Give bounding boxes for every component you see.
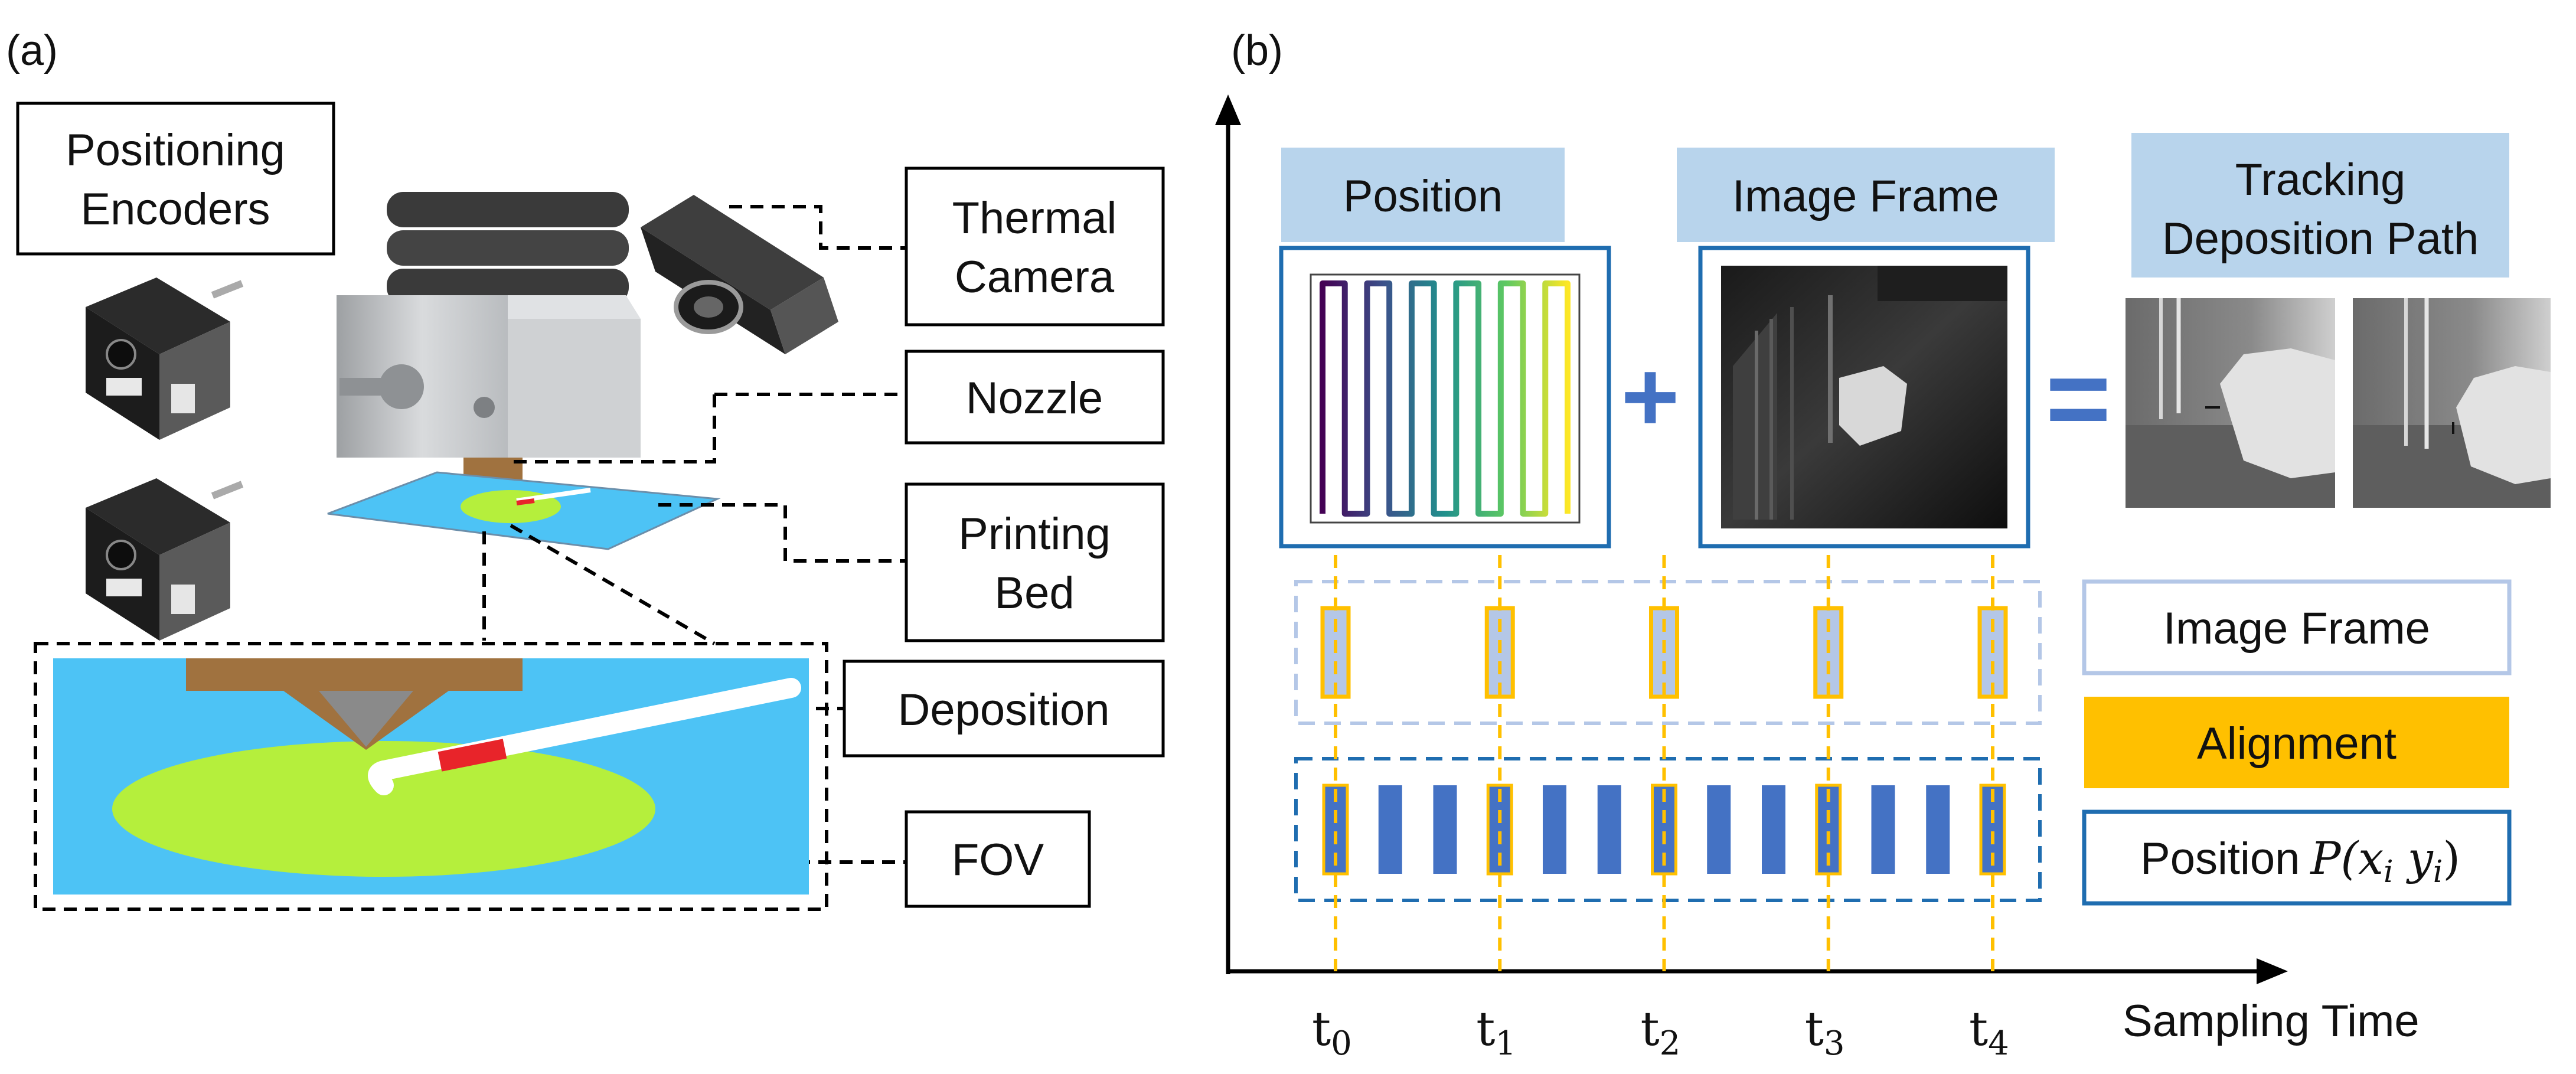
position-sample-10 [1871, 785, 1895, 874]
legend-position: Position P(xi yi) [2082, 809, 2512, 906]
time-tick-symbol-3: t [1805, 1001, 1824, 1056]
encoders-label-box: Positioning Encoders [16, 102, 335, 256]
legend-alignment-text: Alignment [2197, 719, 2397, 769]
x-axis-label: Sampling Time [2123, 996, 2420, 1046]
equals-sign: = [2046, 336, 2111, 461]
heater-block [337, 295, 641, 458]
fov-label: FOV [952, 835, 1044, 885]
time-axes [1215, 94, 2288, 984]
position-sample-3 [1486, 784, 1513, 876]
panel-a-label: (a) [6, 27, 58, 74]
header-position-text: Position [1343, 171, 1503, 221]
time-tick-0: t0 [1312, 1001, 1352, 1063]
time-tick-1: t1 [1476, 1001, 1516, 1063]
deposition-label: Deposition [897, 685, 1109, 735]
legend-position-prefix: Position [2140, 834, 2300, 884]
callout-fov: FOV [905, 810, 1091, 908]
fov-zoom-inset [34, 642, 828, 911]
header-tracking-line1: Tracking [2235, 155, 2406, 205]
time-tick-3: t3 [1805, 1001, 1845, 1063]
printing-bed-small [327, 471, 721, 550]
serpentine-toolpath [1320, 280, 1571, 517]
callout-thermal-camera: Thermal Camera [905, 167, 1165, 327]
position-path-frame [1279, 246, 1611, 549]
time-tick-4: t4 [1969, 1001, 2009, 1063]
header-position: Position [1281, 148, 1565, 242]
legend-position-math-y: y [2394, 832, 2434, 884]
encoder-motor-top [86, 278, 244, 440]
legend-alignment: Alignment [2084, 697, 2509, 788]
encoders-label-line2: Encoders [80, 184, 270, 234]
alignment-lines [1334, 555, 1994, 971]
legend-position-sub-y: i [2433, 854, 2443, 890]
thermal-camera-label-1: Thermal [952, 193, 1117, 243]
time-tick-symbol-2: t [1641, 1001, 1660, 1056]
position-sample-11 [1926, 785, 1950, 874]
callout-deposition: Deposition [843, 660, 1165, 758]
time-tick-labels: t0 t1 t2 t3 t4 [1312, 1001, 2009, 1063]
position-sample-5 [1597, 785, 1621, 874]
time-tick-subscript-1: 1 [1495, 1024, 1516, 1063]
plus-sign: + [1621, 341, 1679, 453]
callout-printing-bed: Printing Bed [905, 482, 1165, 642]
position-sample-1 [1378, 785, 1402, 874]
time-tick-subscript-0: 0 [1331, 1024, 1352, 1063]
callout-nozzle: Nozzle [905, 350, 1165, 445]
time-tick-symbol-0: t [1312, 1001, 1331, 1056]
time-tick-subscript-4: 4 [1988, 1024, 2009, 1063]
position-row [1294, 757, 2042, 902]
legend-position-math: P(x [2309, 832, 2384, 884]
image-frame-row [1294, 580, 2042, 725]
tracking-image-2 [2353, 298, 2551, 508]
printing-bed-label-1: Printing [958, 509, 1111, 559]
legend-image-frame: Image Frame [2082, 579, 2512, 675]
time-tick-subscript-3: 3 [1824, 1024, 1845, 1063]
printing-bed-label-2: Bed [994, 568, 1074, 618]
time-tick-symbol-1: t [1476, 1001, 1495, 1056]
thermal-camera-label-2: Camera [955, 252, 1115, 302]
position-sample-7 [1707, 785, 1731, 874]
panel-b-label: (b) [1231, 27, 1283, 74]
time-tick-2: t2 [1641, 1001, 1681, 1063]
encoders-label-line1: Positioning [66, 125, 285, 175]
nozzle-label: Nozzle [966, 373, 1103, 423]
position-sample-2 [1433, 785, 1457, 874]
position-sample-8 [1762, 785, 1785, 874]
header-image-frame-text: Image Frame [1732, 171, 1999, 221]
header-image-frame: Image Frame [1677, 148, 2055, 242]
header-tracking: Tracking Deposition Path [2131, 133, 2509, 278]
time-tick-subscript-2: 2 [1660, 1024, 1681, 1063]
legend-position-close: ) [2443, 832, 2460, 884]
legend-image-frame-text: Image Frame [2163, 603, 2430, 654]
tracking-image-1 [2126, 298, 2335, 508]
thermal-camera-graphic [641, 195, 838, 354]
encoder-motor-bottom [86, 478, 244, 641]
image-frame-box [1698, 246, 2030, 549]
legend-position-sub-x: i [2384, 854, 2394, 890]
header-tracking-line2: Deposition Path [2162, 214, 2479, 264]
time-tick-symbol-4: t [1969, 1001, 1988, 1056]
position-sample-4 [1543, 785, 1566, 874]
